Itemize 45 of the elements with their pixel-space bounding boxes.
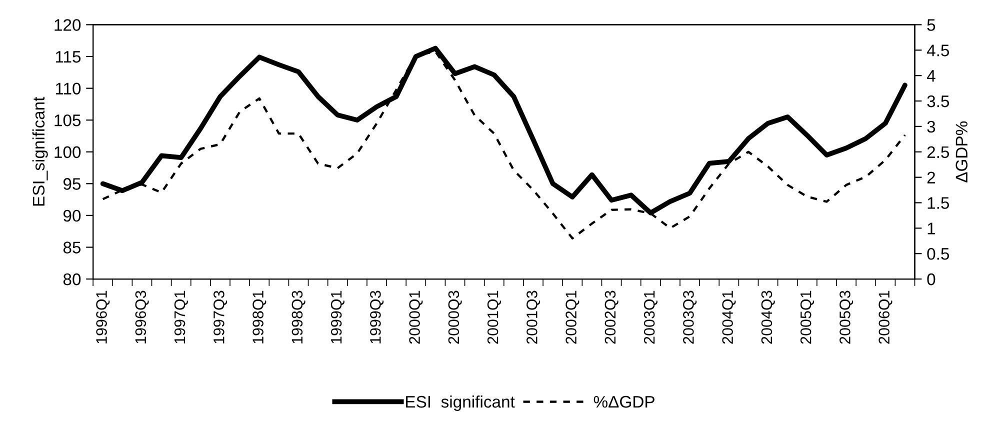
y2-tick-label: 3.5 bbox=[927, 95, 950, 108]
y-tick-label: 120 bbox=[54, 19, 81, 31]
x-tick-label: 2001Q3 bbox=[526, 290, 540, 344]
x-tick-label: 2004Q3 bbox=[761, 290, 775, 344]
y2-tick-label: 5 bbox=[927, 19, 936, 31]
y-tick-label: 100 bbox=[54, 146, 81, 158]
x-tick-label: 2005Q3 bbox=[840, 290, 854, 344]
y2-tick-label: 1.5 bbox=[928, 197, 950, 209]
y-axis-title: ESI_significant bbox=[32, 96, 48, 206]
x-tick-label: 2003Q3 bbox=[683, 290, 697, 344]
y2-tick-label: 1 bbox=[928, 222, 936, 234]
y-tick-label: 80 bbox=[63, 273, 81, 286]
y2-tick-label: 2.5 bbox=[927, 146, 950, 158]
x-tick-label: 2003Q1 bbox=[644, 290, 658, 344]
x-tick-label: 2004Q1 bbox=[722, 290, 736, 344]
y-tick-label: 110 bbox=[56, 82, 81, 94]
x-tick-label: 2002Q3 bbox=[604, 290, 618, 344]
x-tick-label: 2005Q1 bbox=[800, 290, 814, 344]
y2-tick-label: 4 bbox=[926, 70, 936, 82]
x-tick-label: 1999Q3 bbox=[370, 290, 384, 344]
y2-tick-label: 0.5 bbox=[927, 248, 950, 260]
y2-tick-label: 3 bbox=[927, 120, 936, 133]
x-tick-label: 2000Q3 bbox=[448, 290, 462, 344]
x-tick-label: 1997Q1 bbox=[174, 290, 188, 344]
x-tick-label: 1997Q3 bbox=[214, 290, 228, 344]
x-tick-label: 1999Q1 bbox=[330, 290, 344, 344]
y-tick-label: 90 bbox=[64, 210, 81, 222]
y2-tick-label: 0 bbox=[927, 273, 936, 286]
legend-label: ESI significant bbox=[406, 395, 515, 411]
y-tick-label: 95 bbox=[64, 178, 81, 190]
y-tick-label: 115 bbox=[56, 51, 81, 63]
y2-axis-title: ΔGDP% bbox=[956, 121, 968, 182]
legend-label: %ΔGDP bbox=[594, 396, 654, 408]
x-tick-label: 1998Q3 bbox=[292, 290, 306, 344]
y-tick-label: 85 bbox=[63, 242, 81, 254]
x-tick-label: 2000Q1 bbox=[409, 290, 423, 344]
y2-tick-label: 2 bbox=[927, 172, 935, 184]
x-tick-label: 1996Q1 bbox=[96, 290, 110, 344]
x-tick-label: 1998Q1 bbox=[252, 290, 266, 344]
x-tick-label: 1996Q3 bbox=[135, 290, 149, 344]
x-tick-label: 2002Q1 bbox=[566, 290, 580, 344]
x-tick-label: 2001Q1 bbox=[487, 290, 501, 344]
x-tick-label: 2006Q1 bbox=[878, 290, 892, 344]
y2-tick-label: 4.5 bbox=[926, 44, 950, 56]
y-tick-label: 105 bbox=[54, 114, 81, 126]
